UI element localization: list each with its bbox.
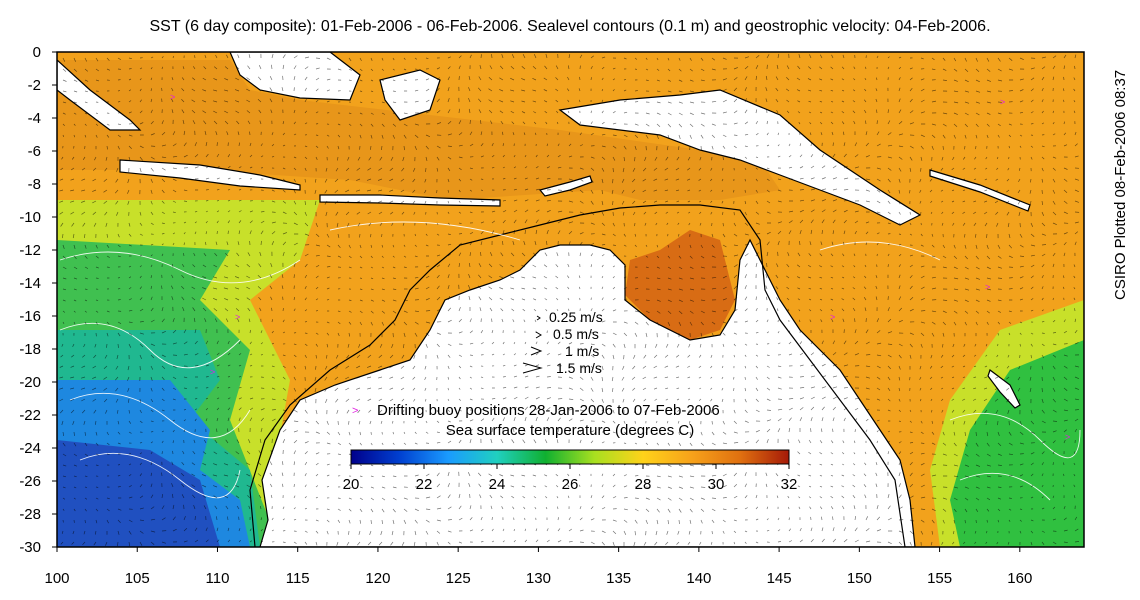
velocity-arrow-0-5	[535, 331, 542, 339]
buoy-markers: > > > > > > >	[170, 92, 1070, 442]
y-tick-label: -18	[19, 341, 41, 358]
x-tick-label: 110	[206, 570, 230, 587]
velocity-label-0-25: 0.25 m/s	[549, 309, 603, 325]
y-tick-label: -22	[19, 407, 41, 424]
land-lesser-sunda	[319, 194, 501, 207]
sst-indo-seas	[57, 60, 780, 200]
y-tick-label: -4	[28, 110, 41, 127]
x-tick-label: 145	[767, 570, 792, 587]
colorbar: Sea surface temperature (degrees C) 20 22…	[343, 422, 798, 493]
land-solomons	[929, 169, 1031, 212]
colorbar-title: Sea surface temperature (degrees C)	[446, 422, 694, 439]
contour-line	[819, 241, 941, 261]
buoy-legend-label: Drifting buoy positions 28-Jan-2006 to 0…	[377, 402, 720, 419]
shelf-contour	[249, 204, 906, 547]
sst-dark-blue	[57, 440, 220, 547]
contour-line	[69, 392, 251, 439]
contour-line	[79, 452, 241, 499]
buoy-legend-symbol: >	[352, 405, 358, 417]
velocity-arrow-1	[530, 346, 543, 356]
x-tick-label: 115	[286, 570, 310, 587]
colorbar-tick-label: 30	[708, 476, 725, 493]
buoy-marker: >	[985, 282, 990, 292]
colorbar-tick-label: 22	[416, 476, 433, 493]
velocity-label-1-5: 1.5 m/s	[556, 360, 602, 376]
y-axis: 0 -2 -4 -6 -8 -10 -12 -14 -16 -18 -20 -22 -24 -26 -28 -…	[19, 44, 57, 556]
land-group	[57, 52, 1031, 547]
velocity-legend: 0.25 m/s 0.5 m/s 1 m/s 1.5 m/s	[522, 309, 603, 376]
x-tick-label: 125	[446, 570, 471, 587]
y-tick-label: -12	[19, 242, 41, 259]
x-axis: 100 105 110 115 120 125 130 135 140 145 150 155 160	[44, 547, 1032, 587]
x-tick-label: 105	[125, 570, 150, 587]
land-australia	[259, 238, 916, 547]
velocity-label-0-5: 0.5 m/s	[553, 326, 599, 342]
land-sulawesi	[379, 69, 441, 121]
contour-line	[59, 251, 301, 284]
sst-east-green	[950, 340, 1084, 547]
velocity-arrow-1-5	[522, 362, 543, 374]
land-sumatra	[57, 59, 142, 131]
land-java	[119, 159, 301, 191]
buoy-marker: >	[830, 312, 835, 322]
buoy-legend: > Drifting buoy positions 28-Jan-2006 to…	[352, 402, 720, 419]
plot-credit: CSIRO Plotted 08-Feb-2006 08:37	[1112, 69, 1129, 300]
land-borneo	[229, 52, 361, 101]
y-tick-label: -16	[19, 308, 41, 325]
y-tick-label: -30	[19, 539, 41, 556]
buoy-marker: >	[1065, 432, 1070, 442]
x-tick-label: 130	[526, 570, 551, 587]
contour-line	[329, 221, 521, 241]
velocity-arrow-0-25	[536, 315, 541, 321]
y-tick-label: -24	[19, 440, 41, 457]
y-tick-label: -10	[19, 209, 41, 226]
x-tick-label: 140	[686, 570, 711, 587]
y-tick-label: -14	[19, 275, 41, 292]
y-tick-label: 0	[33, 44, 41, 61]
plot-frame	[56, 51, 1085, 548]
velocity-arrow-field	[59, 53, 1080, 547]
buoy-marker: >	[210, 367, 215, 377]
land-new-caledonia	[987, 369, 1021, 409]
colorbar-tick-label: 26	[562, 476, 579, 493]
colorbar-tick-label: 28	[635, 476, 652, 493]
sealevel-contours	[59, 221, 1081, 501]
sst-gulf-warm	[625, 230, 735, 340]
x-tick-label: 135	[606, 570, 631, 587]
x-tick-label: 150	[847, 570, 872, 587]
colorbar-ticks: 20 22 24 26 28 30 32	[343, 464, 798, 493]
sst-field	[57, 52, 1084, 547]
buoy-marker: >	[1000, 97, 1005, 107]
y-tick-label: -20	[19, 374, 41, 391]
velocity-label-1: 1 m/s	[565, 343, 599, 359]
y-tick-label: -26	[19, 473, 41, 490]
x-tick-label: 155	[927, 570, 952, 587]
contour-line	[959, 472, 1051, 501]
colorbar-tick-label: 24	[489, 476, 506, 493]
contour-line	[949, 412, 1081, 459]
colorbar-tick-label: 32	[781, 476, 798, 493]
x-tick-label: 160	[1007, 570, 1032, 587]
colorbar-tick-label: 20	[343, 476, 360, 493]
buoy-marker: >	[235, 312, 240, 322]
velocity-arrows	[59, 53, 1080, 547]
contour-line	[59, 322, 241, 369]
x-tick-label: 100	[44, 570, 69, 587]
y-tick-label: -8	[28, 176, 41, 193]
buoy-marker: >	[170, 92, 175, 102]
page-title: SST (6 day composite): 01-Feb-2006 - 06-…	[149, 18, 991, 35]
land-timor	[538, 175, 593, 197]
y-tick-label: -2	[28, 77, 41, 94]
y-tick-label: -28	[19, 506, 41, 523]
x-tick-label: 120	[365, 570, 390, 587]
y-tick-label: -6	[28, 143, 41, 160]
colorbar-scale	[350, 449, 790, 465]
